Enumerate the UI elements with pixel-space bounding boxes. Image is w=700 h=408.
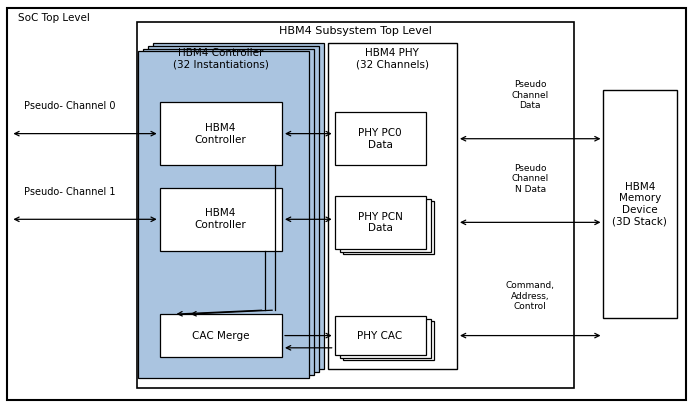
Bar [603, 90, 677, 318]
Text: PHY CAC: PHY CAC [358, 331, 402, 341]
Text: Pseudo- Channel 1: Pseudo- Channel 1 [25, 187, 116, 197]
Text: Pseudo
Channel
N Data: Pseudo Channel N Data [512, 164, 549, 194]
Bar [343, 321, 434, 360]
Text: PHY PCN
Data: PHY PCN Data [358, 212, 402, 233]
Bar [148, 46, 319, 372]
Text: HBM4
Controller: HBM4 Controller [195, 123, 246, 144]
Text: HBM4 Controller
(32 Instantiations): HBM4 Controller (32 Instantiations) [173, 49, 268, 70]
Text: HBM4
Memory
Device
(3D Stack): HBM4 Memory Device (3D Stack) [612, 182, 667, 226]
Bar [340, 199, 430, 252]
Bar [335, 196, 426, 249]
Bar [153, 43, 324, 369]
Bar [143, 49, 314, 375]
Text: PHY PC0
Data: PHY PC0 Data [358, 128, 402, 149]
Bar [160, 102, 282, 165]
Bar [328, 43, 457, 369]
Text: HBM4 Subsystem Top Level: HBM4 Subsystem Top Level [279, 26, 432, 35]
Bar [136, 22, 574, 388]
Bar [343, 201, 434, 254]
Text: HBM4 PHY
(32 Channels): HBM4 PHY (32 Channels) [356, 49, 428, 70]
Text: Pseudo
Channel
Data: Pseudo Channel Data [512, 80, 549, 110]
Bar [160, 314, 282, 357]
Bar [340, 319, 430, 358]
Bar [335, 316, 426, 355]
Text: Pseudo- Channel 0: Pseudo- Channel 0 [25, 101, 116, 111]
Text: Command,
Address,
Control: Command, Address, Control [505, 281, 554, 311]
Bar [335, 112, 426, 165]
Text: CAC Merge: CAC Merge [192, 331, 249, 341]
Text: HBM4
Controller: HBM4 Controller [195, 208, 246, 230]
Text: SoC Top Level: SoC Top Level [18, 13, 90, 23]
Bar [160, 188, 282, 251]
Bar [138, 51, 309, 378]
